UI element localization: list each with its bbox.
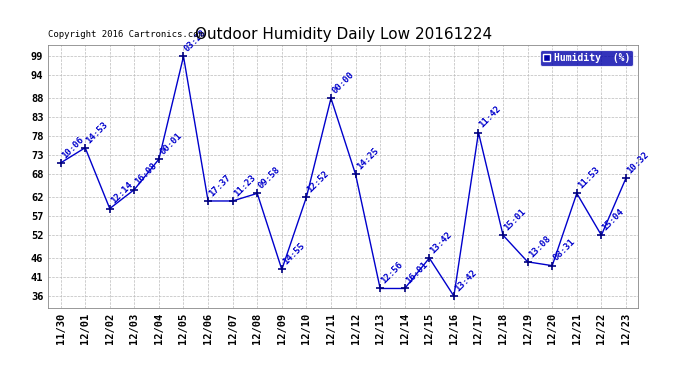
Text: 03:28: 03:28 xyxy=(183,28,208,54)
Text: 13:42: 13:42 xyxy=(453,268,478,293)
Text: Copyright 2016 Cartronics.com: Copyright 2016 Cartronics.com xyxy=(48,30,204,39)
Text: 14:25: 14:25 xyxy=(355,146,380,172)
Text: 12:56: 12:56 xyxy=(380,260,405,286)
Text: 16:08: 16:08 xyxy=(134,161,159,187)
Text: 17:37: 17:37 xyxy=(207,173,233,198)
Text: 12:52: 12:52 xyxy=(306,169,331,194)
Text: 15:04: 15:04 xyxy=(600,207,626,232)
Text: 14:55: 14:55 xyxy=(281,241,306,267)
Text: 10:32: 10:32 xyxy=(625,150,651,176)
Text: 12:14: 12:14 xyxy=(109,180,135,206)
Text: 16:01: 16:01 xyxy=(404,260,429,286)
Text: 11:53: 11:53 xyxy=(576,165,602,190)
Text: 11:23: 11:23 xyxy=(232,173,257,198)
Text: 10:06: 10:06 xyxy=(60,135,85,160)
Text: 11:42: 11:42 xyxy=(477,104,503,130)
Text: 00:00: 00:00 xyxy=(331,70,355,96)
Text: 09:58: 09:58 xyxy=(257,165,282,190)
Text: 14:53: 14:53 xyxy=(84,120,110,145)
Title: Outdoor Humidity Daily Low 20161224: Outdoor Humidity Daily Low 20161224 xyxy=(195,27,492,42)
Legend: Humidity  (%): Humidity (%) xyxy=(540,50,633,66)
Text: 13:42: 13:42 xyxy=(428,230,454,255)
Text: 15:01: 15:01 xyxy=(502,207,528,232)
Text: 00:01: 00:01 xyxy=(158,131,184,156)
Text: 13:08: 13:08 xyxy=(527,234,552,259)
Text: 08:31: 08:31 xyxy=(551,237,577,263)
